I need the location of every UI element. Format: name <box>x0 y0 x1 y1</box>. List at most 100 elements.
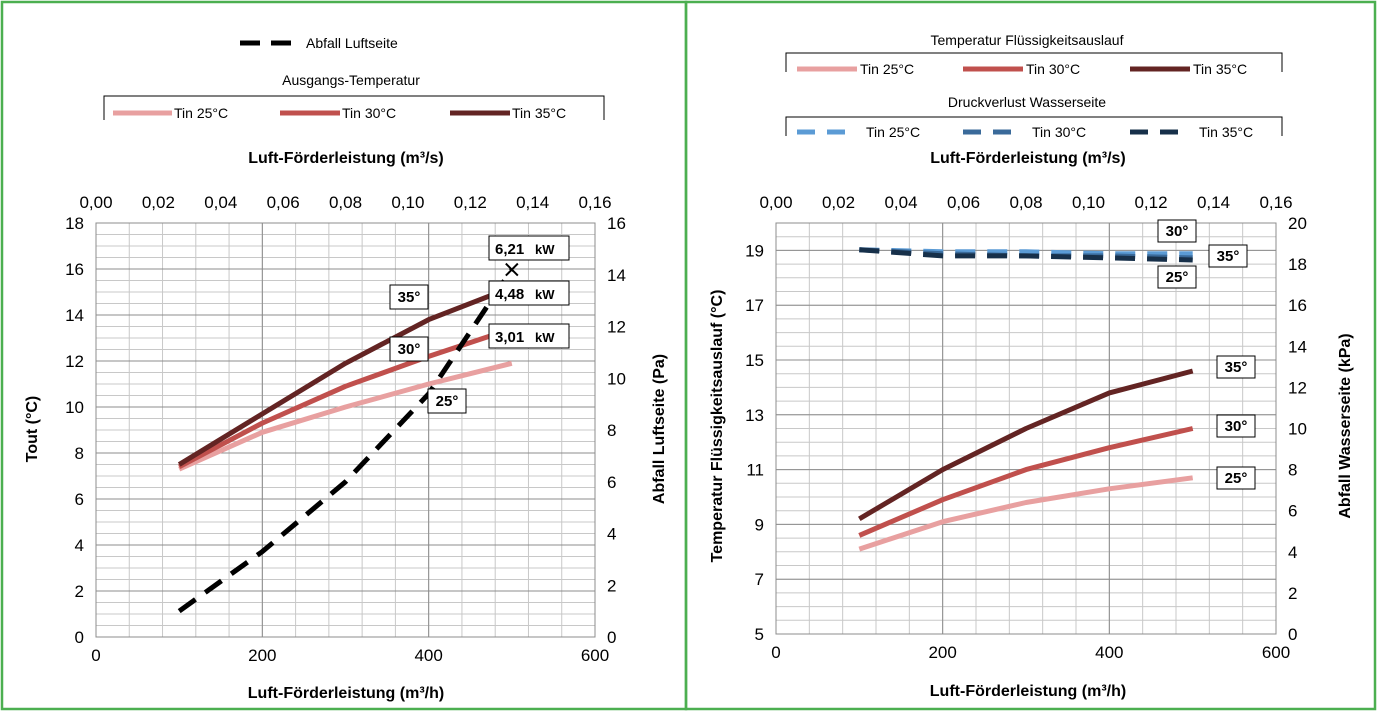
y-left-tick-label: 0 <box>75 628 84 647</box>
right-panel-frame <box>684 0 1377 711</box>
plot-border <box>775 222 1277 635</box>
right-y-left-title: Temperatur Flüssigkeitsauslauf (°C) <box>709 290 726 563</box>
x-bottom-tick-label: 400 <box>1095 643 1123 662</box>
y-right-tick-label: 12 <box>607 318 626 337</box>
pressure-end-marker <box>505 262 519 277</box>
right-legend-pitem-30: Tin 30°C <box>1032 124 1086 140</box>
power-label-box <box>488 323 570 349</box>
curve-label-30: 30° <box>1225 418 1248 435</box>
y-right-tick-label: 12 <box>1288 378 1307 397</box>
curve-label-25-box <box>427 388 467 414</box>
x-bottom-tick-label: 200 <box>928 643 956 662</box>
pressure-label-35-box <box>1208 244 1248 268</box>
x-top-tick-label: 0,06 <box>267 193 300 212</box>
left-x-top-title: Luft-Förderleistung (m³/s) <box>248 150 444 167</box>
x-top-tick-label: 0,02 <box>822 193 855 212</box>
power-label-box <box>488 280 570 306</box>
curve-label-35-box <box>1216 355 1256 379</box>
x-bottom-tick-label: 600 <box>581 646 609 665</box>
left-x-bottom-title: Luft-Förderleistung (m³/h) <box>248 685 444 702</box>
x-bottom-tick-label: 400 <box>414 646 442 665</box>
pressure-label-25-box <box>1157 265 1197 289</box>
curve-label-35-box <box>389 284 429 310</box>
left-y-right-title: Abfall Luftseite (Pa) <box>651 354 668 504</box>
y-right-tick-label: 2 <box>607 576 616 595</box>
power-label-unit: kW <box>535 330 555 345</box>
right-legend-item-25: Tin 25°C <box>860 61 914 77</box>
y-right-tick-label: 16 <box>607 214 626 233</box>
series-line-tin-25-c <box>178 360 513 472</box>
x-top-tick-label: 0,14 <box>516 193 549 212</box>
x-top-tick-label: 0,16 <box>1259 193 1292 212</box>
y-right-tick-label: 14 <box>607 266 626 285</box>
y-right-tick-label: 6 <box>1288 502 1297 521</box>
pressure-label-35: 35° <box>1217 248 1240 265</box>
y-left-tick-label: 16 <box>65 260 84 279</box>
x-bottom-tick-label: 0 <box>91 646 100 665</box>
y-left-tick-label: 13 <box>745 406 764 425</box>
curve-label-25: 25° <box>1225 470 1248 487</box>
series-line-tin-35-c-pressure <box>859 247 1193 263</box>
pressure-label-25: 25° <box>1166 269 1189 286</box>
plot-border <box>95 222 596 638</box>
x-top-tick-label: 0,06 <box>947 193 980 212</box>
series-lines <box>858 247 1194 552</box>
curve-label-25: 25° <box>436 393 459 410</box>
power-label-box <box>488 235 570 261</box>
x-top-tick-label: 0,12 <box>454 193 487 212</box>
y-left-tick-label: 7 <box>755 570 764 589</box>
left-legend-pressure-label: Abfall Luftseite <box>306 35 398 51</box>
pressure-label-30-box <box>1157 219 1197 243</box>
power-label-unit: kW <box>535 242 555 257</box>
left-legend-item-35: Tin 35°C <box>512 105 566 121</box>
x-top-tick-label: 0,04 <box>204 193 237 212</box>
y-right-tick-label: 4 <box>607 525 616 544</box>
right-legend-pressure: Druckverlust Wasserseite Tin 25°C Tin 30… <box>785 94 1283 140</box>
y-right-tick-label: 0 <box>1288 625 1297 644</box>
y-right-tick-label: 20 <box>1288 214 1307 233</box>
x-top-tick-label: 0,02 <box>142 193 175 212</box>
y-right-tick-label: 6 <box>607 473 616 492</box>
curve-label-30-box <box>389 336 429 362</box>
x-top-tick-label: 0,08 <box>329 193 362 212</box>
y-left-tick-label: 6 <box>75 490 84 509</box>
series-line-tin-30-c <box>858 426 1194 538</box>
x-top-tick-label: 0,00 <box>759 193 792 212</box>
x-top-tick-label: 0,10 <box>1072 193 1105 212</box>
y-left-tick-label: 14 <box>65 306 84 325</box>
y-left-tick-label: 2 <box>75 582 84 601</box>
left-legend-item-30: Tin 30°C <box>342 105 396 121</box>
left-legend-item-25: Tin 25°C <box>174 105 228 121</box>
y-right-tick-label: 8 <box>1288 461 1297 480</box>
series-lines <box>177 268 514 614</box>
right-legend-pitem-25: Tin 25°C <box>866 124 920 140</box>
left-y-left-title: Tout (°C) <box>24 396 41 463</box>
x-top-tick-label: 0,00 <box>79 193 112 212</box>
y-left-tick-label: 5 <box>755 625 764 644</box>
curve-label-35: 35° <box>398 289 421 306</box>
x-bottom-tick-label: 0 <box>771 643 780 662</box>
right-legend-temp-title: Temperatur Flüssigkeitsauslauf <box>931 32 1124 48</box>
y-right-tick-label: 18 <box>1288 255 1307 274</box>
y-right-tick-label: 8 <box>607 421 616 440</box>
x-top-tick-label: 0,08 <box>1009 193 1042 212</box>
y-right-tick-label: 0 <box>607 628 616 647</box>
x-bottom-tick-label: 200 <box>248 646 276 665</box>
curve-label-35: 35° <box>1225 359 1248 376</box>
series-line-tin-35-c <box>858 368 1194 522</box>
right-legend-pitem-35: Tin 35°C <box>1199 124 1253 140</box>
right-legend-temp-bracket <box>785 52 1283 72</box>
curve-annotations: 35° 30° 25° 6,21 kW 4,48 kW 3,01 kW <box>389 235 570 414</box>
power-label-value: 4,48 <box>495 286 524 303</box>
curve-label-25-box <box>1216 466 1256 490</box>
right-legend-pressure-title: Druckverlust Wasserseite <box>948 94 1106 110</box>
right-legend-pressure-bracket <box>785 116 1283 136</box>
right-y-right-title: Abfall Wasserseite (kPa) <box>1337 333 1354 518</box>
y-left-tick-label: 4 <box>75 536 84 555</box>
y-left-tick-label: 15 <box>745 351 764 370</box>
y-right-tick-label: 14 <box>1288 337 1307 356</box>
